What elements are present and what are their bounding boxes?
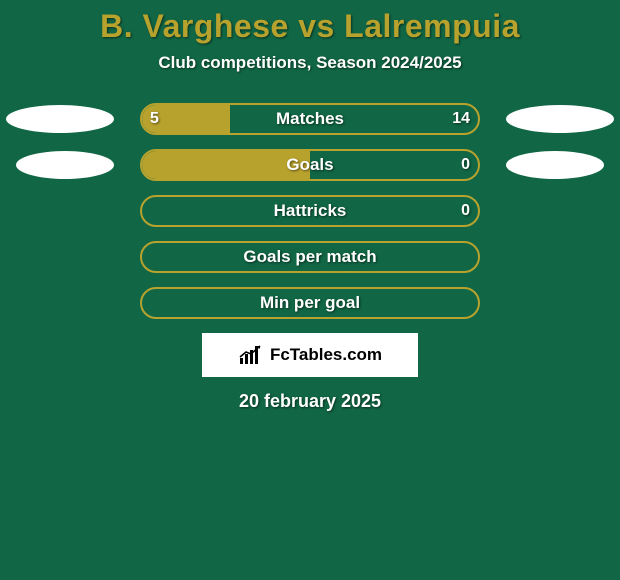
stat-bar: 0Hattricks [140,195,480,227]
comparison-chart: 514Matches 0Goals 0Hattricks Goals per matc… [0,103,620,319]
stat-row: 0Goals [0,149,620,181]
stat-label: Goals [142,151,478,179]
stat-bar: Goals per match [140,241,480,273]
stat-bar: Min per goal [140,287,480,319]
stat-label: Matches [142,105,478,133]
stat-label: Goals per match [142,243,478,271]
player-right-marker [506,151,604,179]
stat-label: Hattricks [142,197,478,225]
stat-row: Goals per match [0,241,620,273]
brand-icon [238,344,264,366]
player-left-marker [16,151,114,179]
brand-text: FcTables.com [270,345,382,365]
stat-row: Min per goal [0,287,620,319]
stat-label: Min per goal [142,289,478,317]
stat-row: 0Hattricks [0,195,620,227]
player-left-marker [6,105,114,133]
stat-bar: 0Goals [140,149,480,181]
player-right-marker [506,105,614,133]
stat-row: 514Matches [0,103,620,135]
stat-bar: 514Matches [140,103,480,135]
page-title: B. Varghese vs Lalrempuia [0,0,620,45]
page-subtitle: Club competitions, Season 2024/2025 [0,53,620,73]
date-text: 20 february 2025 [0,391,620,412]
brand-badge: FcTables.com [202,333,418,377]
